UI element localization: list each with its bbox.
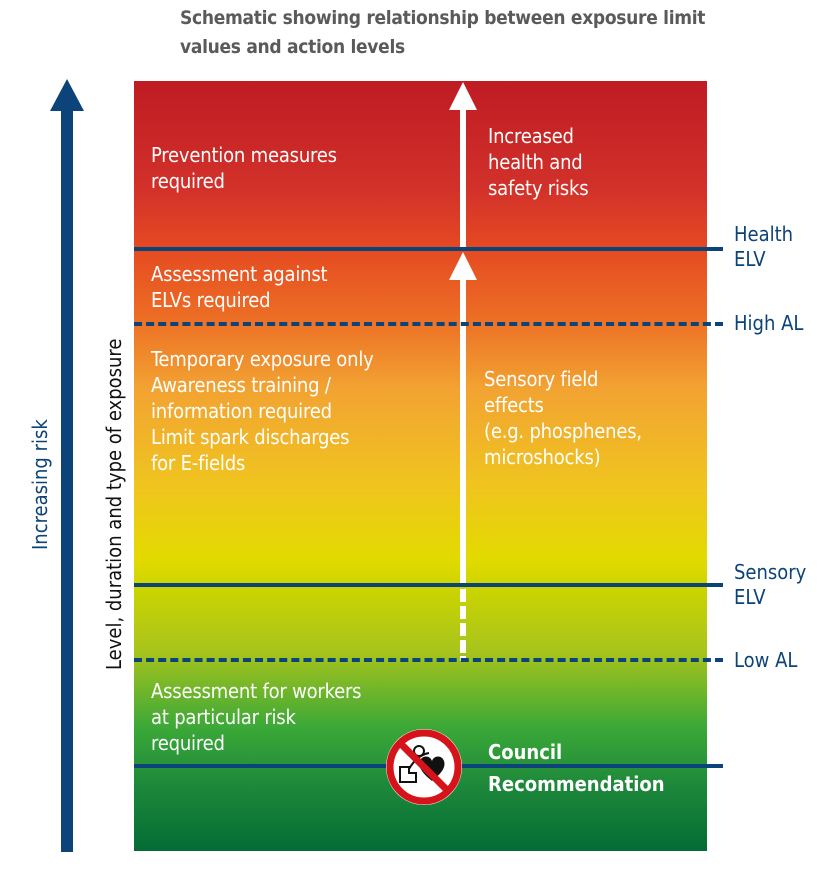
effect-sensory-text: Sensory field effects (e.g. phosphenes, …	[484, 366, 642, 470]
level-label-line: ELV	[734, 247, 766, 271]
level-label-line: High AL	[734, 311, 804, 335]
title-line-1: Schematic showing relationship between e…	[180, 7, 706, 29]
zone-text-line: Limit spark discharges	[151, 425, 350, 449]
effect-text-line: safety risks	[488, 176, 589, 200]
zone-text-line: Awareness training /	[151, 373, 331, 397]
zone-text-line: required	[151, 731, 225, 755]
title-line-2: values and action levels	[180, 36, 405, 58]
no-pacemaker-icon	[386, 729, 462, 805]
level-label-line: Low AL	[734, 648, 798, 672]
zone-assessment-elv-text: Assessment against ELVs required	[151, 261, 328, 313]
zone-temporary-text: Temporary exposure only Awareness traini…	[151, 346, 374, 476]
effect-text-line: health and	[488, 150, 583, 174]
level-label-line: Health	[734, 222, 794, 246]
council-label-line: Council	[488, 740, 563, 764]
increasing-exposure-arrow-icon	[449, 82, 477, 661]
level-label-line: ELV	[734, 585, 766, 609]
zone-text-line: Assessment for workers	[151, 679, 362, 703]
high-al-label: High AL	[734, 311, 803, 336]
health-elv-line	[134, 247, 723, 251]
exposure-axis-label: Level, duration and type of exposure	[102, 338, 126, 670]
up-arrow-icon	[50, 79, 84, 852]
effect-text-line: Sensory field	[484, 367, 599, 391]
effect-text-line: microshocks)	[484, 445, 601, 469]
zone-text-line: required	[151, 169, 225, 193]
zone-text-line: for E-fields	[151, 451, 246, 475]
risk-gradient-box	[134, 81, 707, 851]
effect-text-line: (e.g. phosphenes,	[484, 419, 642, 443]
increasing-risk-label: Increasing risk	[28, 419, 52, 550]
health-elv-label: Health ELV	[734, 222, 793, 272]
zone-text-line: Prevention measures	[151, 143, 337, 167]
zone-prevention-text: Prevention measures required	[151, 142, 337, 194]
sensory-elv-line	[134, 583, 723, 587]
low-al-line	[134, 658, 723, 662]
zone-text-line: at particular risk	[151, 705, 296, 729]
effect-text-line: Increased	[488, 124, 574, 148]
zone-text-line: Assessment against	[151, 262, 328, 286]
council-label-line: Recommendation	[488, 772, 665, 796]
effect-health-text: Increased health and safety risks	[488, 123, 589, 201]
zone-text-line: Temporary exposure only	[151, 347, 374, 371]
low-al-label: Low AL	[734, 648, 797, 673]
sensory-elv-label: Sensory ELV	[734, 560, 806, 610]
zone-workers-at-risk-text: Assessment for workers at particular ris…	[151, 678, 362, 756]
high-al-line	[134, 322, 723, 326]
council-recommendation-label: Council Recommendation	[488, 736, 665, 800]
effect-text-line: effects	[484, 393, 544, 417]
zone-text-line: ELVs required	[151, 288, 271, 312]
level-label-line: Sensory	[734, 560, 807, 584]
zone-text-line: information required	[151, 399, 332, 423]
diagram-title: Schematic showing relationship between e…	[180, 4, 820, 62]
